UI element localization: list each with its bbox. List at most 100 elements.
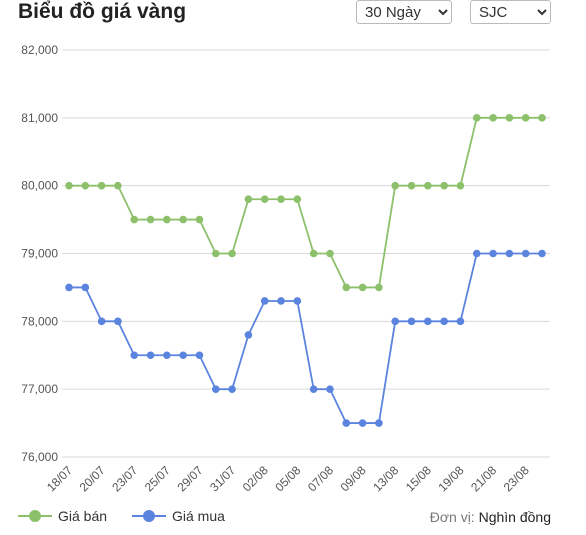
data-point <box>342 283 351 292</box>
data-point <box>65 283 73 292</box>
data-point <box>244 331 253 339</box>
chart: 76,000 77,000 78,000 79,000 80,000 81,000 82,0… <box>21 43 550 494</box>
data-point <box>81 181 90 190</box>
data-point <box>472 249 481 258</box>
data-point <box>489 114 497 122</box>
x-tick-label: 19/08 <box>435 463 466 494</box>
data-point <box>521 114 530 122</box>
data-point <box>342 419 351 427</box>
brand-select[interactable]: SJC <box>470 0 551 24</box>
series-line <box>69 252 542 424</box>
data-point <box>358 419 367 427</box>
data-point <box>277 195 285 204</box>
y-tick-label: 80,000 <box>21 179 58 193</box>
x-tick-label: 07/08 <box>305 463 336 494</box>
data-point <box>456 181 465 190</box>
data-point <box>179 351 187 360</box>
data-point <box>195 351 204 360</box>
data-point <box>244 195 253 204</box>
data-point <box>407 181 416 190</box>
data-point <box>114 181 122 190</box>
legend-item[interactable]: Giá mua <box>132 508 225 524</box>
x-tick-label: 18/07 <box>44 463 75 494</box>
data-point <box>260 195 269 204</box>
x-tick-label: 05/08 <box>272 463 303 494</box>
data-point <box>146 215 155 224</box>
y-tick-label: 82,000 <box>21 43 58 57</box>
data-point <box>179 215 187 224</box>
legend-icon <box>132 510 166 522</box>
x-tick-label: 23/07 <box>109 463 140 494</box>
data-point <box>260 297 269 305</box>
data-point <box>521 249 530 258</box>
legend-item[interactable]: Giá bán <box>18 508 107 524</box>
y-tick-label: 78,000 <box>21 314 58 328</box>
data-point <box>195 215 204 224</box>
x-tick-label: 29/07 <box>174 463 205 494</box>
data-point <box>293 195 302 204</box>
legend-label: Giá mua <box>172 508 225 524</box>
data-point <box>114 317 122 326</box>
y-tick-label: 81,000 <box>21 111 58 125</box>
x-tick-label: 13/08 <box>370 463 401 494</box>
unit-value: Nghìn đồng <box>478 509 551 525</box>
data-point <box>228 249 236 258</box>
data-point <box>472 114 481 122</box>
data-point <box>277 297 285 305</box>
x-tick-label: 15/08 <box>403 463 434 494</box>
data-point <box>163 351 171 360</box>
data-point <box>97 181 106 190</box>
data-point <box>211 385 220 393</box>
data-point <box>391 317 400 326</box>
data-point <box>228 385 236 393</box>
legend-icon <box>18 510 52 522</box>
data-point <box>326 385 334 393</box>
data-point <box>424 317 432 326</box>
data-point <box>326 249 334 258</box>
data-point <box>65 181 73 190</box>
data-point <box>538 249 546 258</box>
data-point <box>505 114 514 122</box>
unit-note: Đơn vị: Nghìn đồng <box>430 509 551 525</box>
legend-dot <box>29 510 41 522</box>
x-tick-label: 31/07 <box>207 463 238 494</box>
data-point <box>130 215 139 224</box>
data-point <box>146 351 155 360</box>
x-tick-label: 25/07 <box>142 463 173 494</box>
data-point <box>391 181 400 190</box>
data-point <box>424 181 432 190</box>
data-point <box>375 283 383 292</box>
series-line <box>69 116 542 289</box>
period-select[interactable]: 30 Ngày <box>356 0 452 24</box>
data-point <box>505 249 514 258</box>
data-point <box>309 385 318 393</box>
unit-label: Đơn vị: <box>429 509 475 525</box>
data-point <box>538 114 546 122</box>
data-point <box>309 249 318 258</box>
data-point <box>97 317 106 326</box>
data-point <box>375 419 383 427</box>
page-title: Biểu đồ giá vàng <box>18 0 187 23</box>
data-point <box>440 181 448 190</box>
data-point <box>489 249 497 258</box>
data-point <box>130 351 139 360</box>
x-tick-label: 09/08 <box>338 463 369 494</box>
data-point <box>358 283 367 292</box>
x-tick-label: 23/08 <box>501 463 532 494</box>
y-tick-label: 76,000 <box>21 450 58 464</box>
legend-label: Giá bán <box>58 508 108 524</box>
y-tick-label: 79,000 <box>21 247 58 261</box>
y-tick-label: 77,000 <box>21 382 58 396</box>
x-tick-label: 02/08 <box>240 463 271 494</box>
data-point <box>407 317 416 326</box>
data-point <box>163 215 171 224</box>
data-point <box>456 317 465 326</box>
data-point <box>440 317 448 326</box>
data-point <box>293 297 302 305</box>
x-tick-label: 21/08 <box>468 463 499 494</box>
x-tick-label: 20/07 <box>77 463 108 494</box>
legend-dot <box>143 510 155 522</box>
data-point <box>81 283 90 292</box>
data-point <box>211 249 220 258</box>
